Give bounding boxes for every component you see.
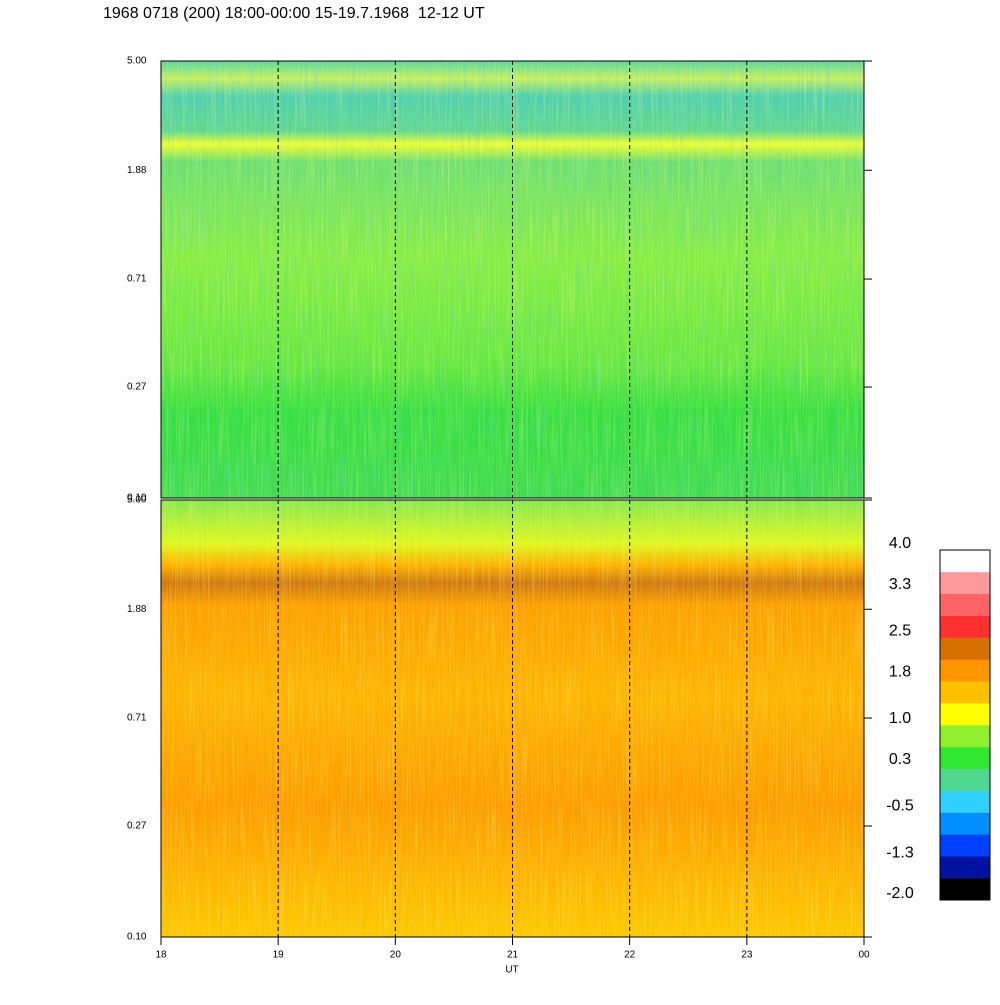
colorbar-frame — [939, 549, 991, 901]
x-tick-label: 18 — [155, 950, 167, 961]
colorbar-tick-label: -2.0 — [886, 885, 914, 902]
y-tick-label: 1.88 — [127, 165, 147, 176]
y-tick-label: 0.71 — [127, 274, 147, 285]
colorbar-swatch — [940, 571, 990, 595]
colorbar-swatch — [940, 812, 990, 835]
x-axis-label: UT — [505, 965, 518, 976]
colorbar-tick-label: 1.8 — [889, 664, 911, 681]
colorbar-tick-label: 3.3 — [889, 576, 911, 593]
x-tick-label: 20 — [390, 950, 402, 961]
colorbar-swatch — [940, 834, 990, 857]
colorbar-swatch — [940, 878, 990, 901]
y-tick-label: 5.00 — [127, 495, 147, 506]
y-tick-label: 0.10 — [127, 493, 147, 504]
colorbar-tick-label: 1.0 — [889, 710, 911, 727]
x-tick-label: 00 — [858, 950, 870, 961]
colorbar-swatch — [940, 637, 990, 660]
colorbar-swatch — [940, 790, 990, 813]
colorbar-swatch — [940, 659, 990, 682]
y-tick-label: 1.88 — [127, 604, 147, 615]
x-tick-label: 21 — [507, 950, 519, 961]
chart-title: 1968 0718 (200) 18:00-00:00 15-19.7.1968… — [103, 5, 485, 22]
y-tick-label: 5.00 — [127, 56, 147, 67]
colorbar-swatch — [940, 681, 990, 704]
y-tick-label: 0.27 — [127, 382, 147, 393]
colorbar-swatch — [940, 550, 990, 573]
colorbar-tick-label: 4.0 — [889, 535, 911, 552]
y-tick-label: 0.10 — [127, 932, 147, 943]
colorbar-tick-label: -0.5 — [886, 798, 914, 815]
colorbar-swatch — [940, 615, 990, 638]
colorbar-tick-label: 2.5 — [889, 623, 911, 640]
colorbar-swatch — [940, 725, 990, 748]
colorbar-swatch — [940, 856, 990, 879]
x-tick-label: 19 — [273, 950, 285, 961]
y-tick-label: 0.71 — [127, 713, 147, 724]
colorbar-swatch — [940, 703, 990, 726]
colorbar-tick-label: 0.3 — [889, 751, 911, 768]
x-tick-label: 22 — [624, 950, 636, 961]
y-tick-label: 0.27 — [127, 821, 147, 832]
colorbar-swatch — [940, 593, 990, 616]
x-tick-label: 23 — [741, 950, 753, 961]
colorbar-tick-label: -1.3 — [886, 844, 914, 861]
colorbar-swatch — [940, 746, 990, 770]
colorbar-swatch — [940, 768, 990, 791]
